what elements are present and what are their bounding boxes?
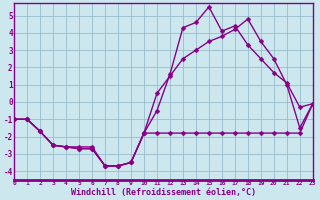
X-axis label: Windchill (Refroidissement éolien,°C): Windchill (Refroidissement éolien,°C) (71, 188, 256, 197)
